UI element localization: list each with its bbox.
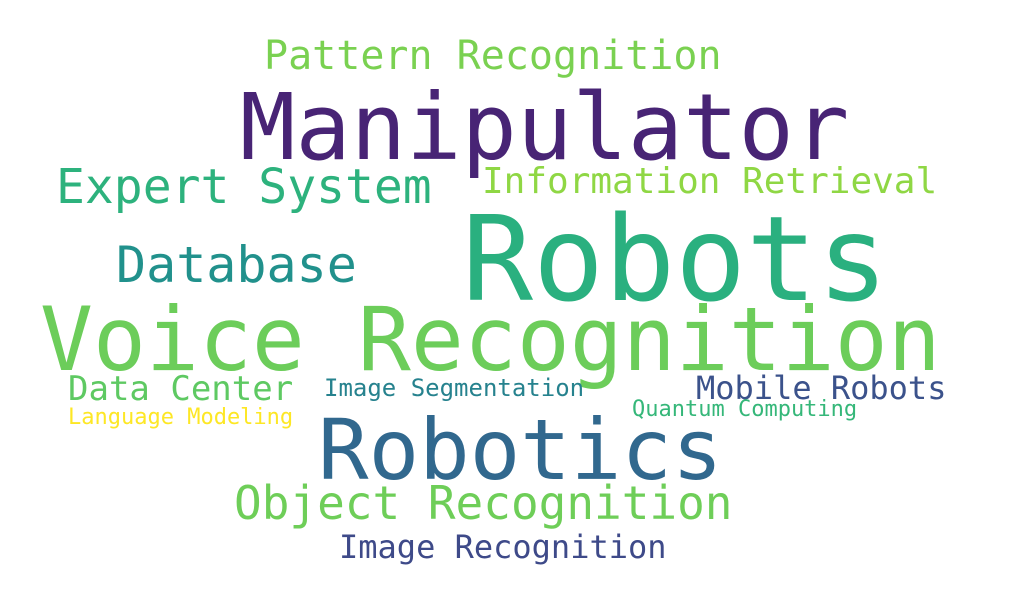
word-expert-system: Expert System (56, 163, 432, 211)
word-image-recognition: Image Recognition (339, 531, 667, 563)
word-language-modeling: Language Modeling (68, 407, 293, 429)
word-data-center: Data Center (68, 372, 293, 406)
word-database: Database (116, 240, 357, 290)
word-object-recognition: Object Recognition (234, 480, 733, 526)
word-image-segmentation: Image Segmentation (324, 376, 584, 400)
word-pattern-recognition: Pattern Recognition (264, 36, 722, 76)
